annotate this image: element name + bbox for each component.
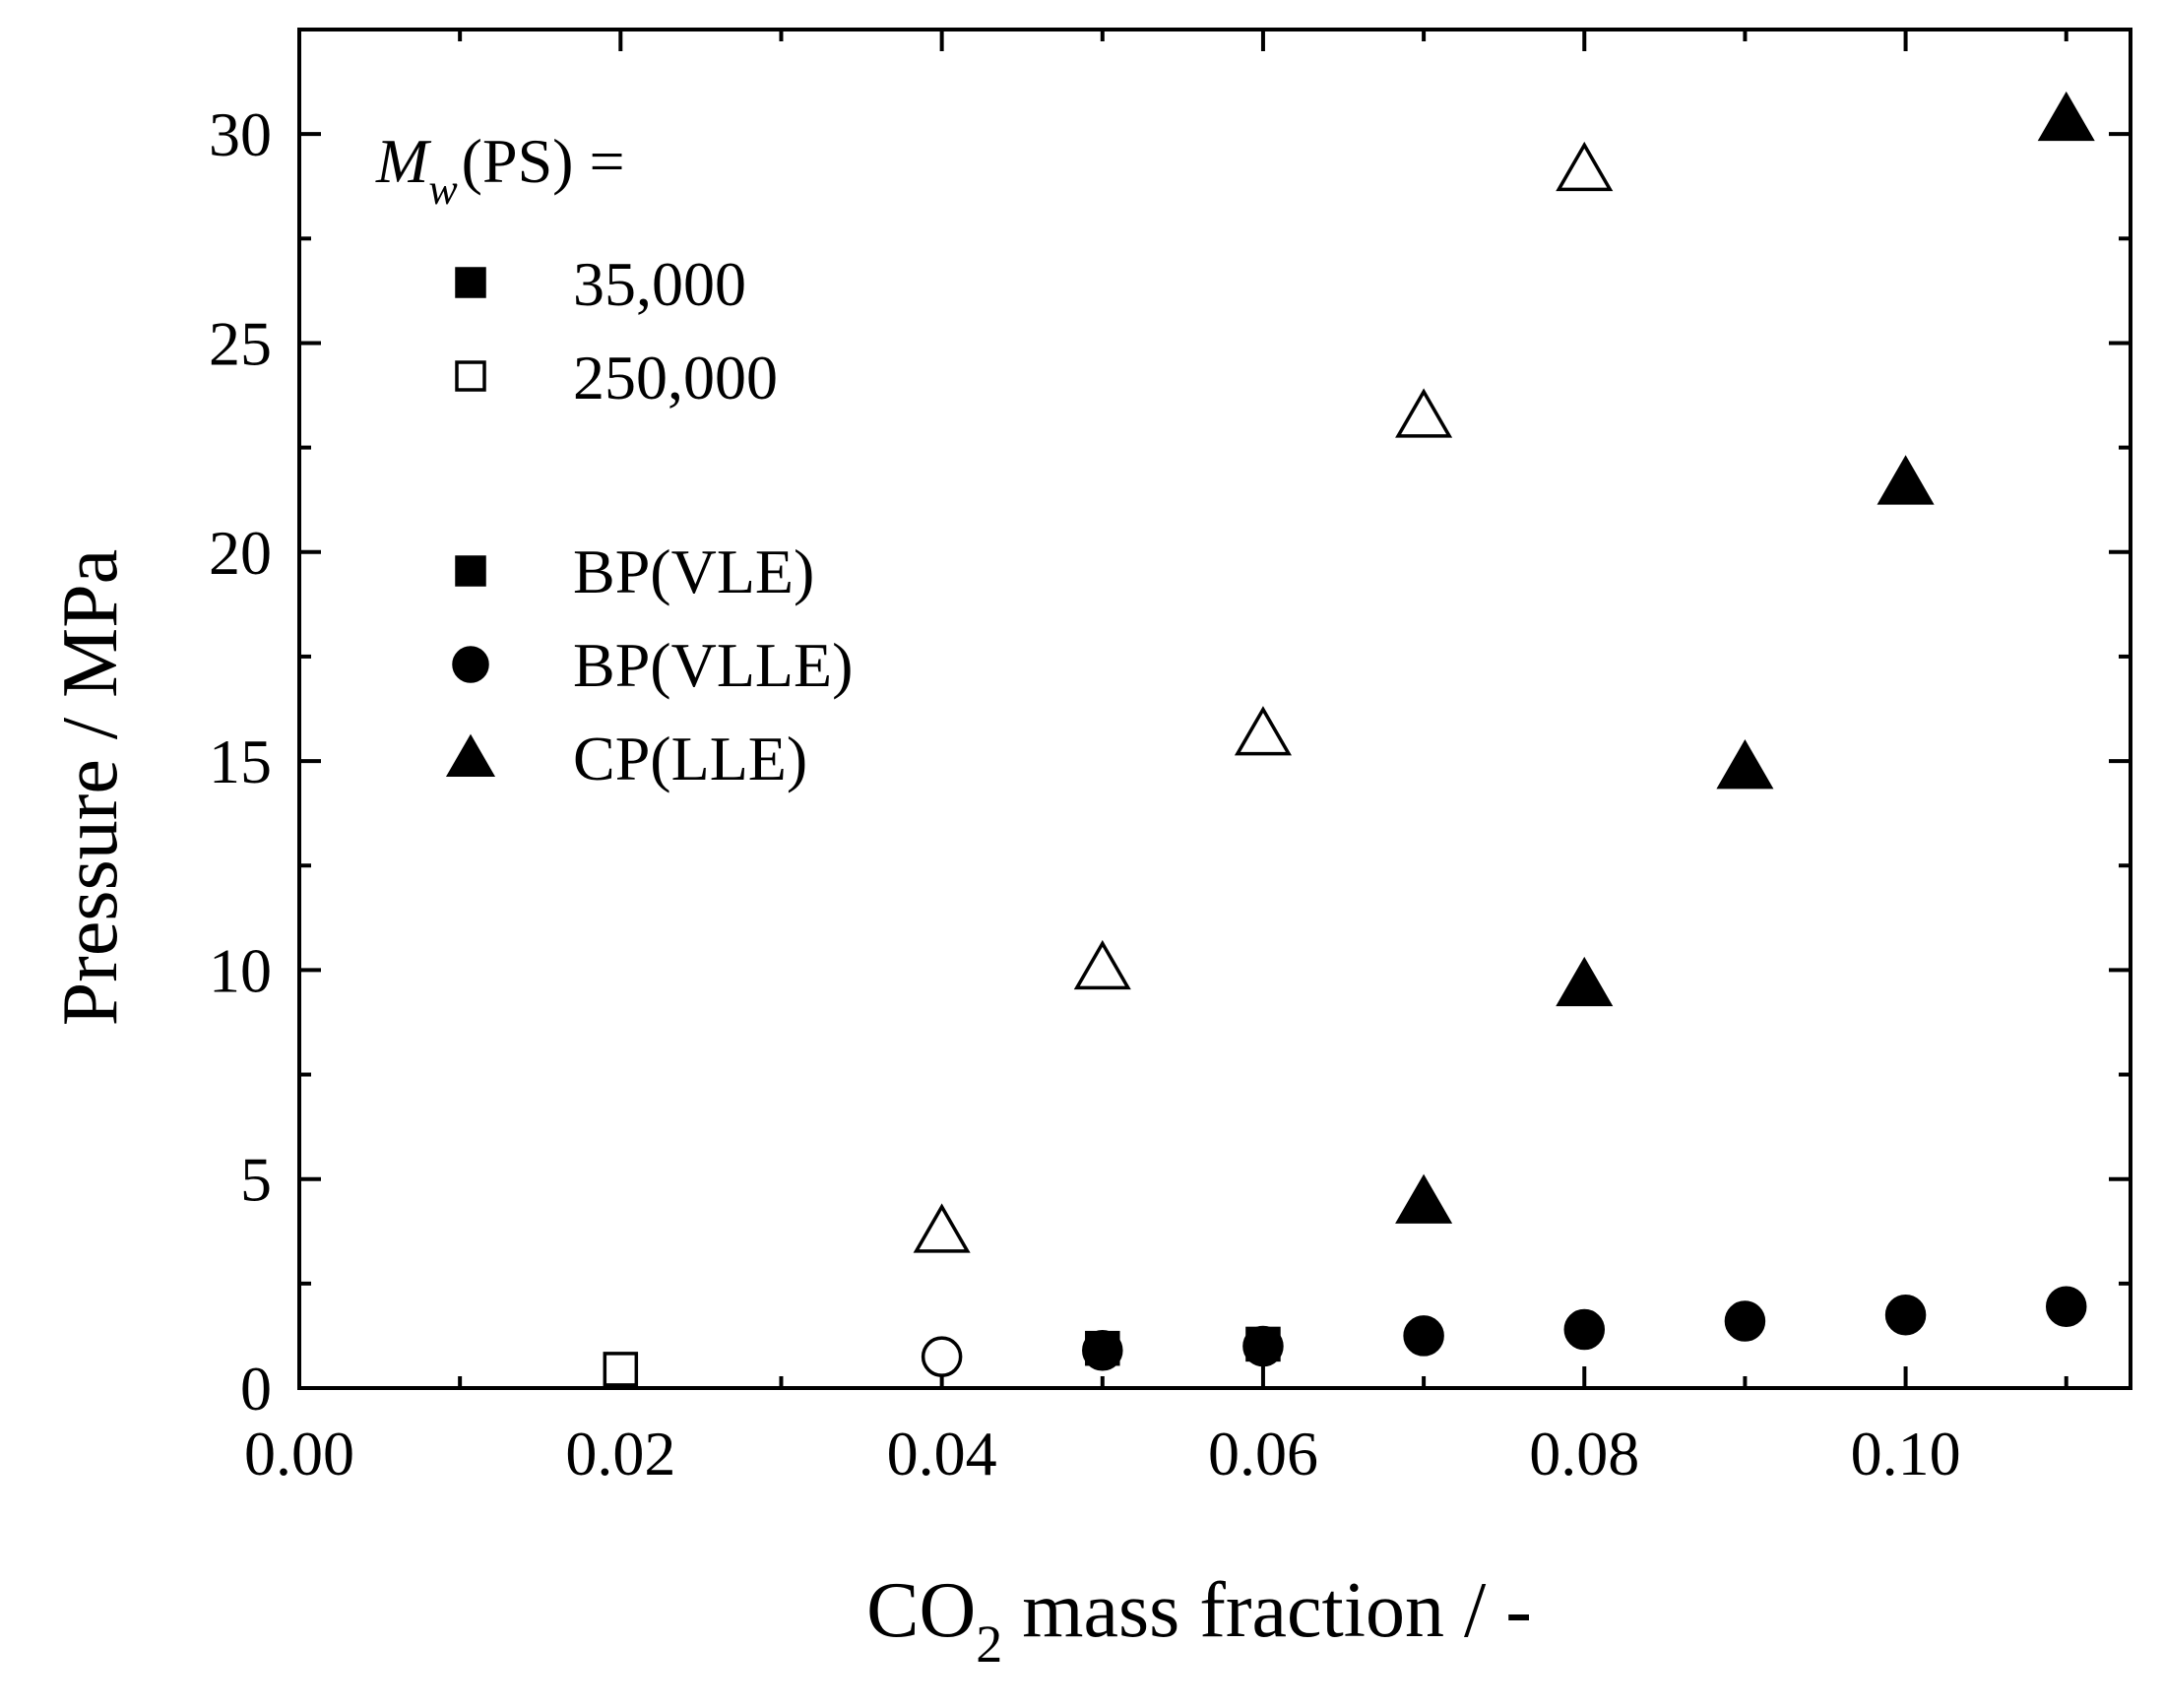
- y-tick-label: 25: [209, 308, 272, 378]
- marker-triangle-filled: [1395, 1173, 1453, 1224]
- plot-frame: [297, 28, 2132, 1390]
- x-axis-title: CO2 mass fraction / -: [866, 1567, 1532, 1674]
- legend-markers: [445, 267, 496, 777]
- legend-label-bp-vle: BP(VLE): [573, 537, 814, 606]
- marker-circle-filled: [1724, 1300, 1766, 1342]
- legend: Mw(PS) = 35,000 250,000 BP(VLE) BP(VLLE)…: [375, 126, 853, 793]
- x-tick-label: 0.04: [887, 1419, 997, 1488]
- x-tick-label: 0.00: [244, 1419, 354, 1488]
- marker-circle-filled: [2045, 1286, 2087, 1327]
- marker-circle-filled: [1884, 1294, 1927, 1336]
- marker-circle-filled: [1403, 1315, 1444, 1357]
- marker-circle-filled: [1242, 1325, 1284, 1367]
- legend-mw-heading: Mw(PS) =: [375, 126, 625, 214]
- legend-marker-cp-lle: [445, 733, 496, 777]
- y-tick-label: 0: [240, 1354, 272, 1423]
- marker-triangle-open: [1395, 388, 1453, 438]
- marker-square-open: [603, 1352, 639, 1387]
- y-tick-label: 15: [209, 727, 272, 796]
- marker-triangle-filled: [1877, 455, 1935, 505]
- x-tick-label: 0.10: [1851, 1419, 1961, 1488]
- x-tick-label: 0.02: [565, 1419, 675, 1488]
- axis-ticks: [297, 28, 2131, 1390]
- marker-triangle-filled: [1716, 739, 1774, 790]
- y-tick-label: 5: [240, 1145, 272, 1215]
- legend-label-bp-vlle: BP(VLLE): [573, 630, 853, 700]
- y-tick-label: 20: [209, 518, 272, 588]
- legend-marker-bp-vle: [455, 555, 486, 587]
- marker-triangle-open: [1073, 939, 1131, 990]
- marker-triangle-filled: [1556, 956, 1614, 1007]
- y-tick-label: 10: [209, 935, 272, 1005]
- x-tick-label: 0.08: [1529, 1419, 1639, 1488]
- y-tick-labels: 0 5 10 15 20 25 30: [209, 99, 272, 1423]
- y-tick-label: 30: [209, 99, 272, 169]
- legend-marker-35000: [455, 267, 486, 298]
- legend-label-cp-lle: CP(LLE): [573, 724, 807, 793]
- marker-triangle-open: [1234, 706, 1292, 756]
- data-markers: [603, 91, 2095, 1387]
- legend-marker-bp-vlle: [452, 646, 489, 683]
- legend-marker-250000: [455, 360, 486, 392]
- marker-circle-filled: [1082, 1330, 1123, 1371]
- x-tick-label: 0.06: [1208, 1419, 1318, 1488]
- marker-circle-open: [921, 1336, 963, 1377]
- marker-circle-filled: [1563, 1308, 1606, 1351]
- x-tick-labels: 0.00 0.02 0.04 0.06 0.08 0.10: [244, 1419, 1961, 1488]
- marker-triangle-filled: [2037, 91, 2095, 142]
- legend-label-250000: 250,000: [573, 343, 778, 412]
- legend-label-35000: 35,000: [573, 249, 746, 319]
- y-axis-title: Pressure / MPa: [47, 549, 134, 1026]
- marker-triangle-open: [913, 1203, 971, 1253]
- marker-triangle-open: [1556, 141, 1614, 192]
